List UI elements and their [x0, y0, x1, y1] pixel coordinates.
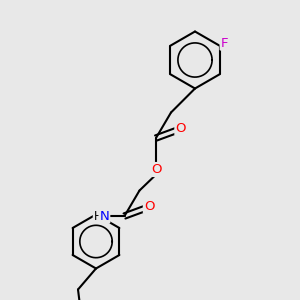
Text: N: N: [100, 209, 109, 223]
Text: O: O: [144, 200, 154, 213]
Text: F: F: [220, 37, 228, 50]
Text: O: O: [175, 122, 186, 135]
Text: O: O: [151, 163, 161, 176]
Text: H: H: [94, 209, 103, 223]
